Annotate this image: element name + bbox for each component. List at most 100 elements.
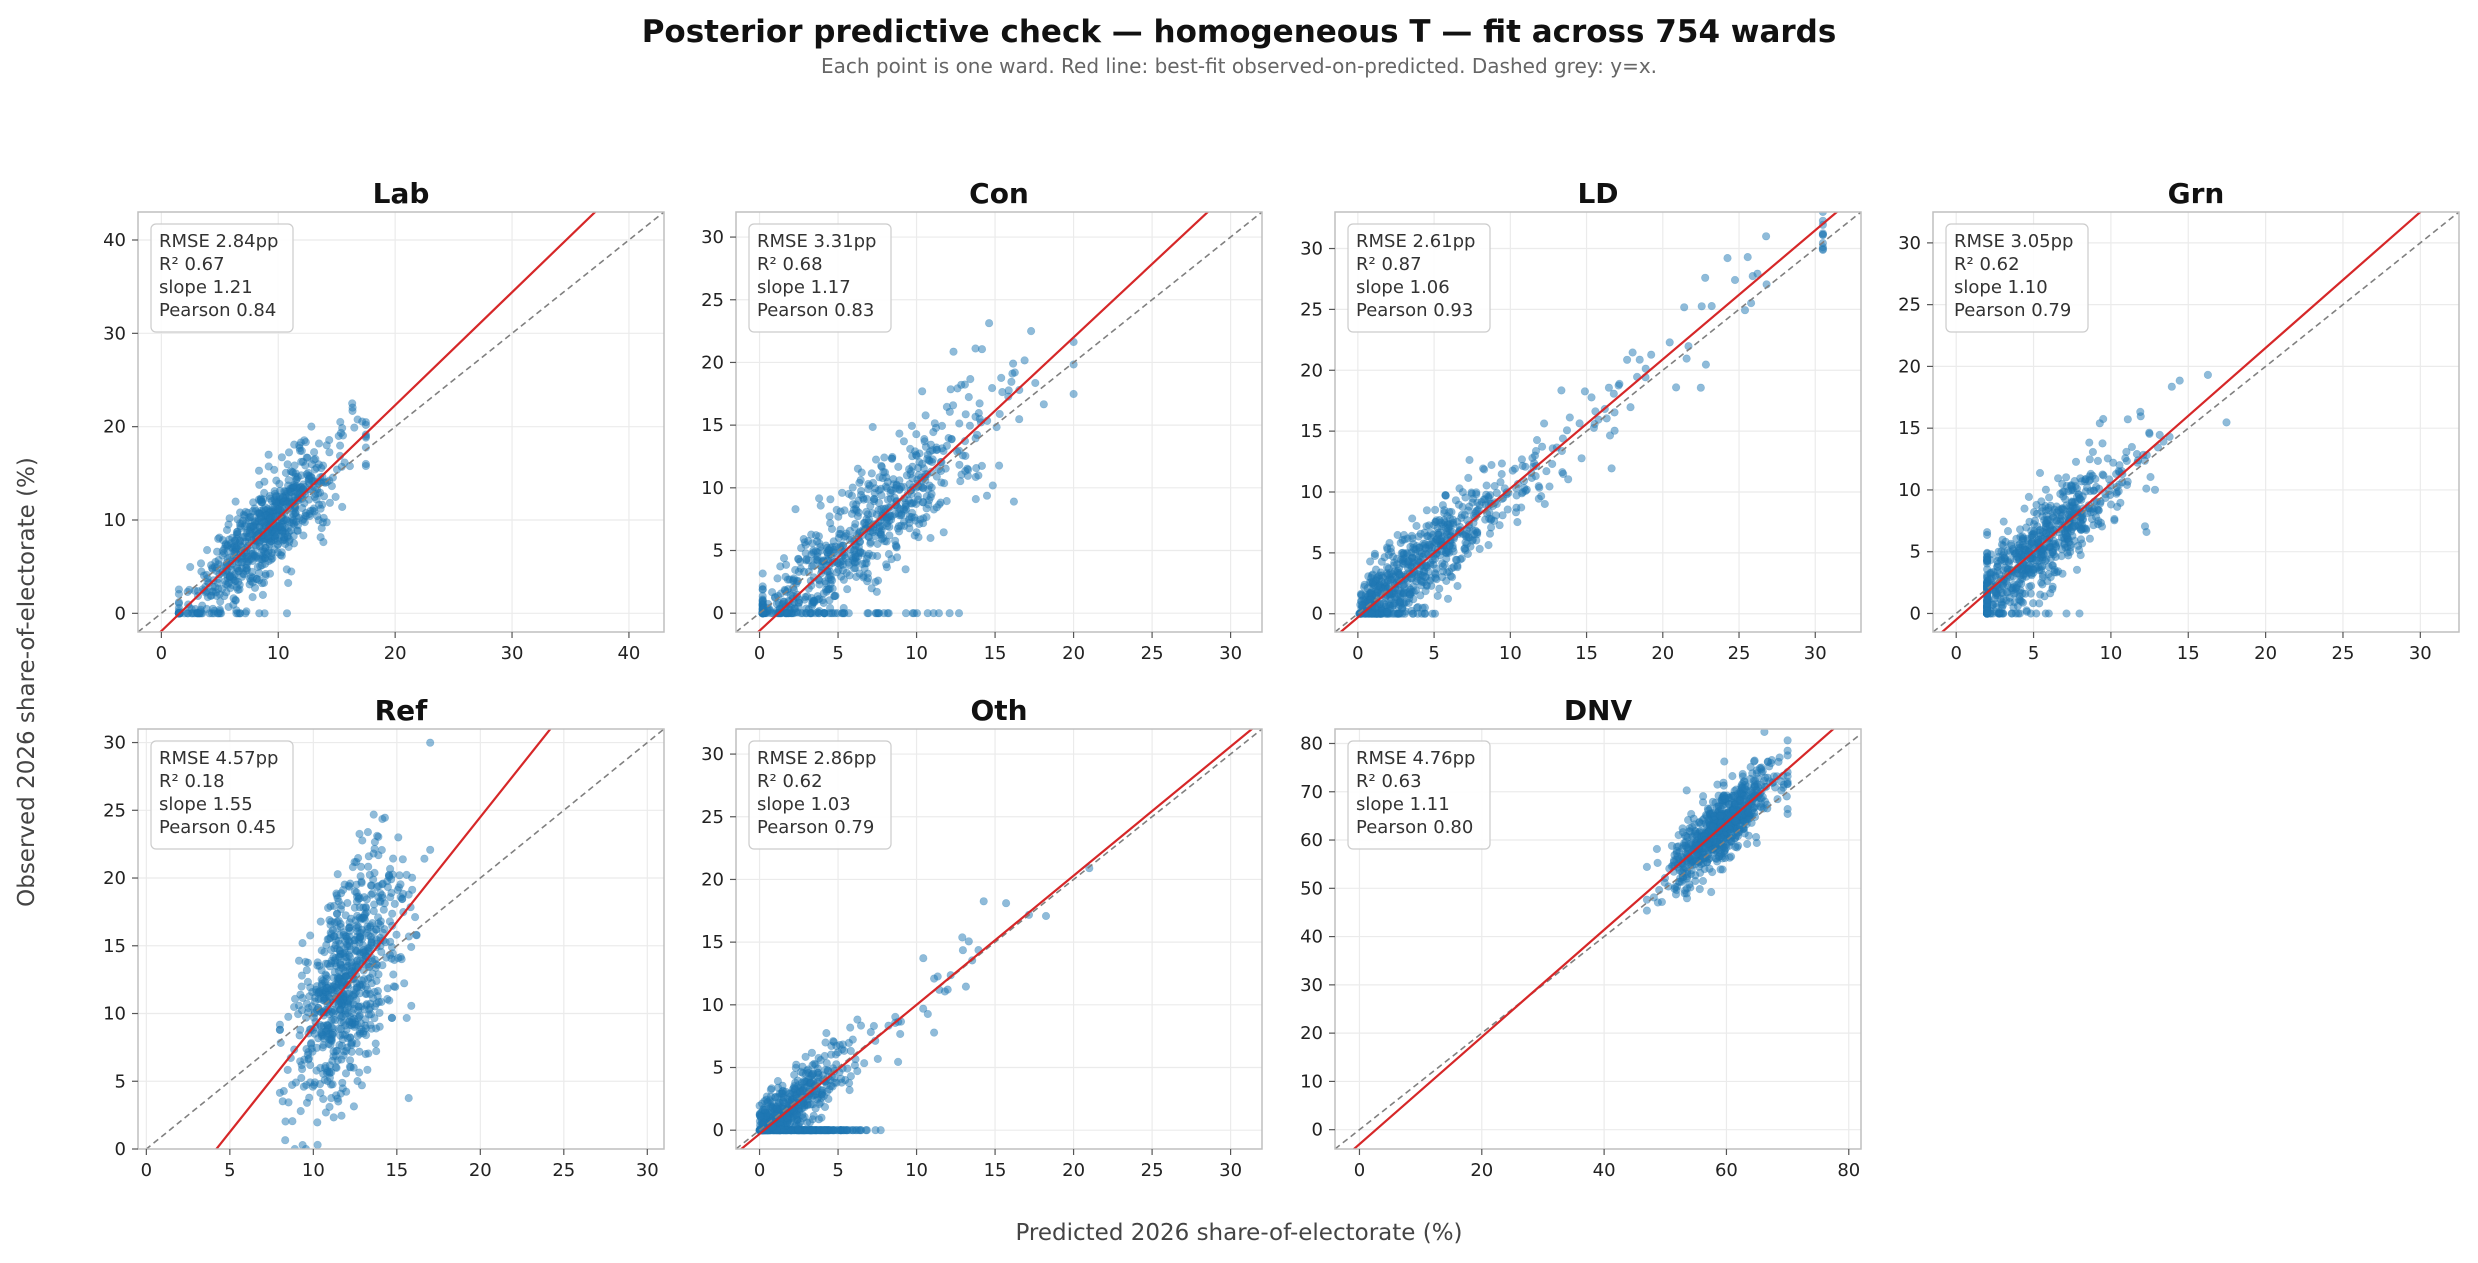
data-point	[1545, 482, 1554, 491]
data-point	[1472, 488, 1481, 497]
data-point	[372, 1046, 381, 1056]
data-point	[238, 516, 248, 525]
x-tick-label: 15	[1575, 643, 1598, 664]
data-point	[354, 853, 363, 863]
data-point	[2061, 530, 2070, 540]
data-point	[797, 1078, 806, 1087]
data-point	[1701, 273, 1710, 282]
data-point	[376, 920, 385, 930]
data-point	[899, 437, 909, 446]
data-point	[357, 1025, 366, 1034]
data-point	[395, 871, 404, 880]
data-point	[880, 453, 889, 462]
data-point	[2034, 536, 2043, 545]
data-point	[819, 1126, 829, 1135]
data-point	[321, 1108, 331, 1117]
data-point	[333, 973, 343, 982]
stats-box	[748, 740, 892, 850]
data-point	[2140, 522, 2150, 531]
data-point	[404, 1093, 413, 1103]
x-tick-label: 10	[905, 1160, 928, 1181]
data-point	[1460, 544, 1470, 553]
data-point	[398, 894, 407, 903]
data-point	[881, 482, 890, 491]
axes-frame	[1932, 211, 2460, 633]
data-point	[807, 530, 816, 539]
data-point	[1009, 497, 1019, 506]
data-point	[297, 1073, 306, 1083]
data-point	[186, 562, 195, 572]
data-point	[942, 441, 952, 450]
x-tick-label: 10	[2099, 643, 2122, 664]
data-point	[2020, 504, 2029, 513]
data-point	[1473, 506, 1482, 515]
data-point	[1517, 503, 1526, 512]
data-point	[277, 453, 287, 462]
data-point	[2026, 581, 2036, 591]
x-tick-label: 5	[2028, 643, 2039, 664]
data-point	[848, 483, 857, 492]
data-point	[821, 1038, 830, 1047]
data-point	[386, 893, 395, 902]
data-point	[1357, 590, 1366, 599]
data-point	[390, 899, 399, 909]
data-point	[290, 440, 299, 449]
data-point	[905, 518, 914, 528]
data-point	[873, 551, 882, 561]
data-point	[982, 491, 992, 500]
data-point	[355, 1010, 364, 1020]
data-point	[2203, 370, 2212, 380]
data-point	[290, 1002, 299, 1012]
data-point	[1743, 253, 1752, 262]
data-point	[1004, 392, 1013, 401]
data-point	[801, 1052, 810, 1061]
data-point	[926, 533, 935, 543]
data-point	[851, 519, 860, 528]
data-point	[977, 345, 987, 354]
identity-line	[736, 212, 1262, 632]
data-point	[316, 504, 325, 513]
data-point	[929, 428, 938, 437]
data-point	[1610, 408, 1619, 417]
data-point	[1435, 584, 1444, 593]
data-point	[377, 997, 386, 1007]
x-tick-label: 5	[224, 1160, 235, 1181]
data-point	[341, 1006, 350, 1015]
stats-line: RMSE 3.05pp	[1954, 231, 2074, 252]
data-point	[1397, 548, 1406, 558]
y-tick-label: 5	[115, 1071, 126, 1092]
data-point	[216, 597, 225, 606]
data-point	[2054, 474, 2063, 483]
data-point	[374, 851, 383, 860]
stats-box	[150, 740, 294, 850]
figure-x-label: Predicted 2026 share-of-electorate (%)	[1015, 1220, 1462, 1246]
data-point	[929, 1028, 939, 1037]
data-point	[338, 1078, 347, 1087]
data-point	[233, 527, 242, 536]
data-point	[2127, 442, 2136, 452]
x-tick-label: 15	[984, 643, 1007, 664]
data-point	[388, 870, 397, 879]
data-point	[2175, 376, 2184, 385]
x-tick-label: 40	[617, 643, 640, 664]
data-point	[306, 1039, 316, 1049]
data-point	[924, 485, 933, 494]
x-tick-label: 30	[636, 1160, 659, 1181]
data-point	[871, 577, 880, 587]
data-point	[927, 457, 937, 467]
data-point	[2150, 485, 2160, 494]
data-point	[2012, 552, 2021, 561]
data-point	[366, 881, 376, 890]
data-point	[2089, 521, 2098, 530]
data-point	[203, 574, 212, 583]
data-point	[1465, 533, 1474, 542]
data-point	[2075, 494, 2084, 504]
data-point	[377, 947, 386, 957]
data-point	[2015, 525, 2025, 534]
data-point	[336, 441, 345, 450]
y-tick-label: 10	[103, 510, 126, 531]
data-point	[1532, 436, 1542, 445]
data-point	[897, 521, 906, 530]
data-point	[1534, 482, 1543, 491]
data-point	[933, 972, 942, 981]
